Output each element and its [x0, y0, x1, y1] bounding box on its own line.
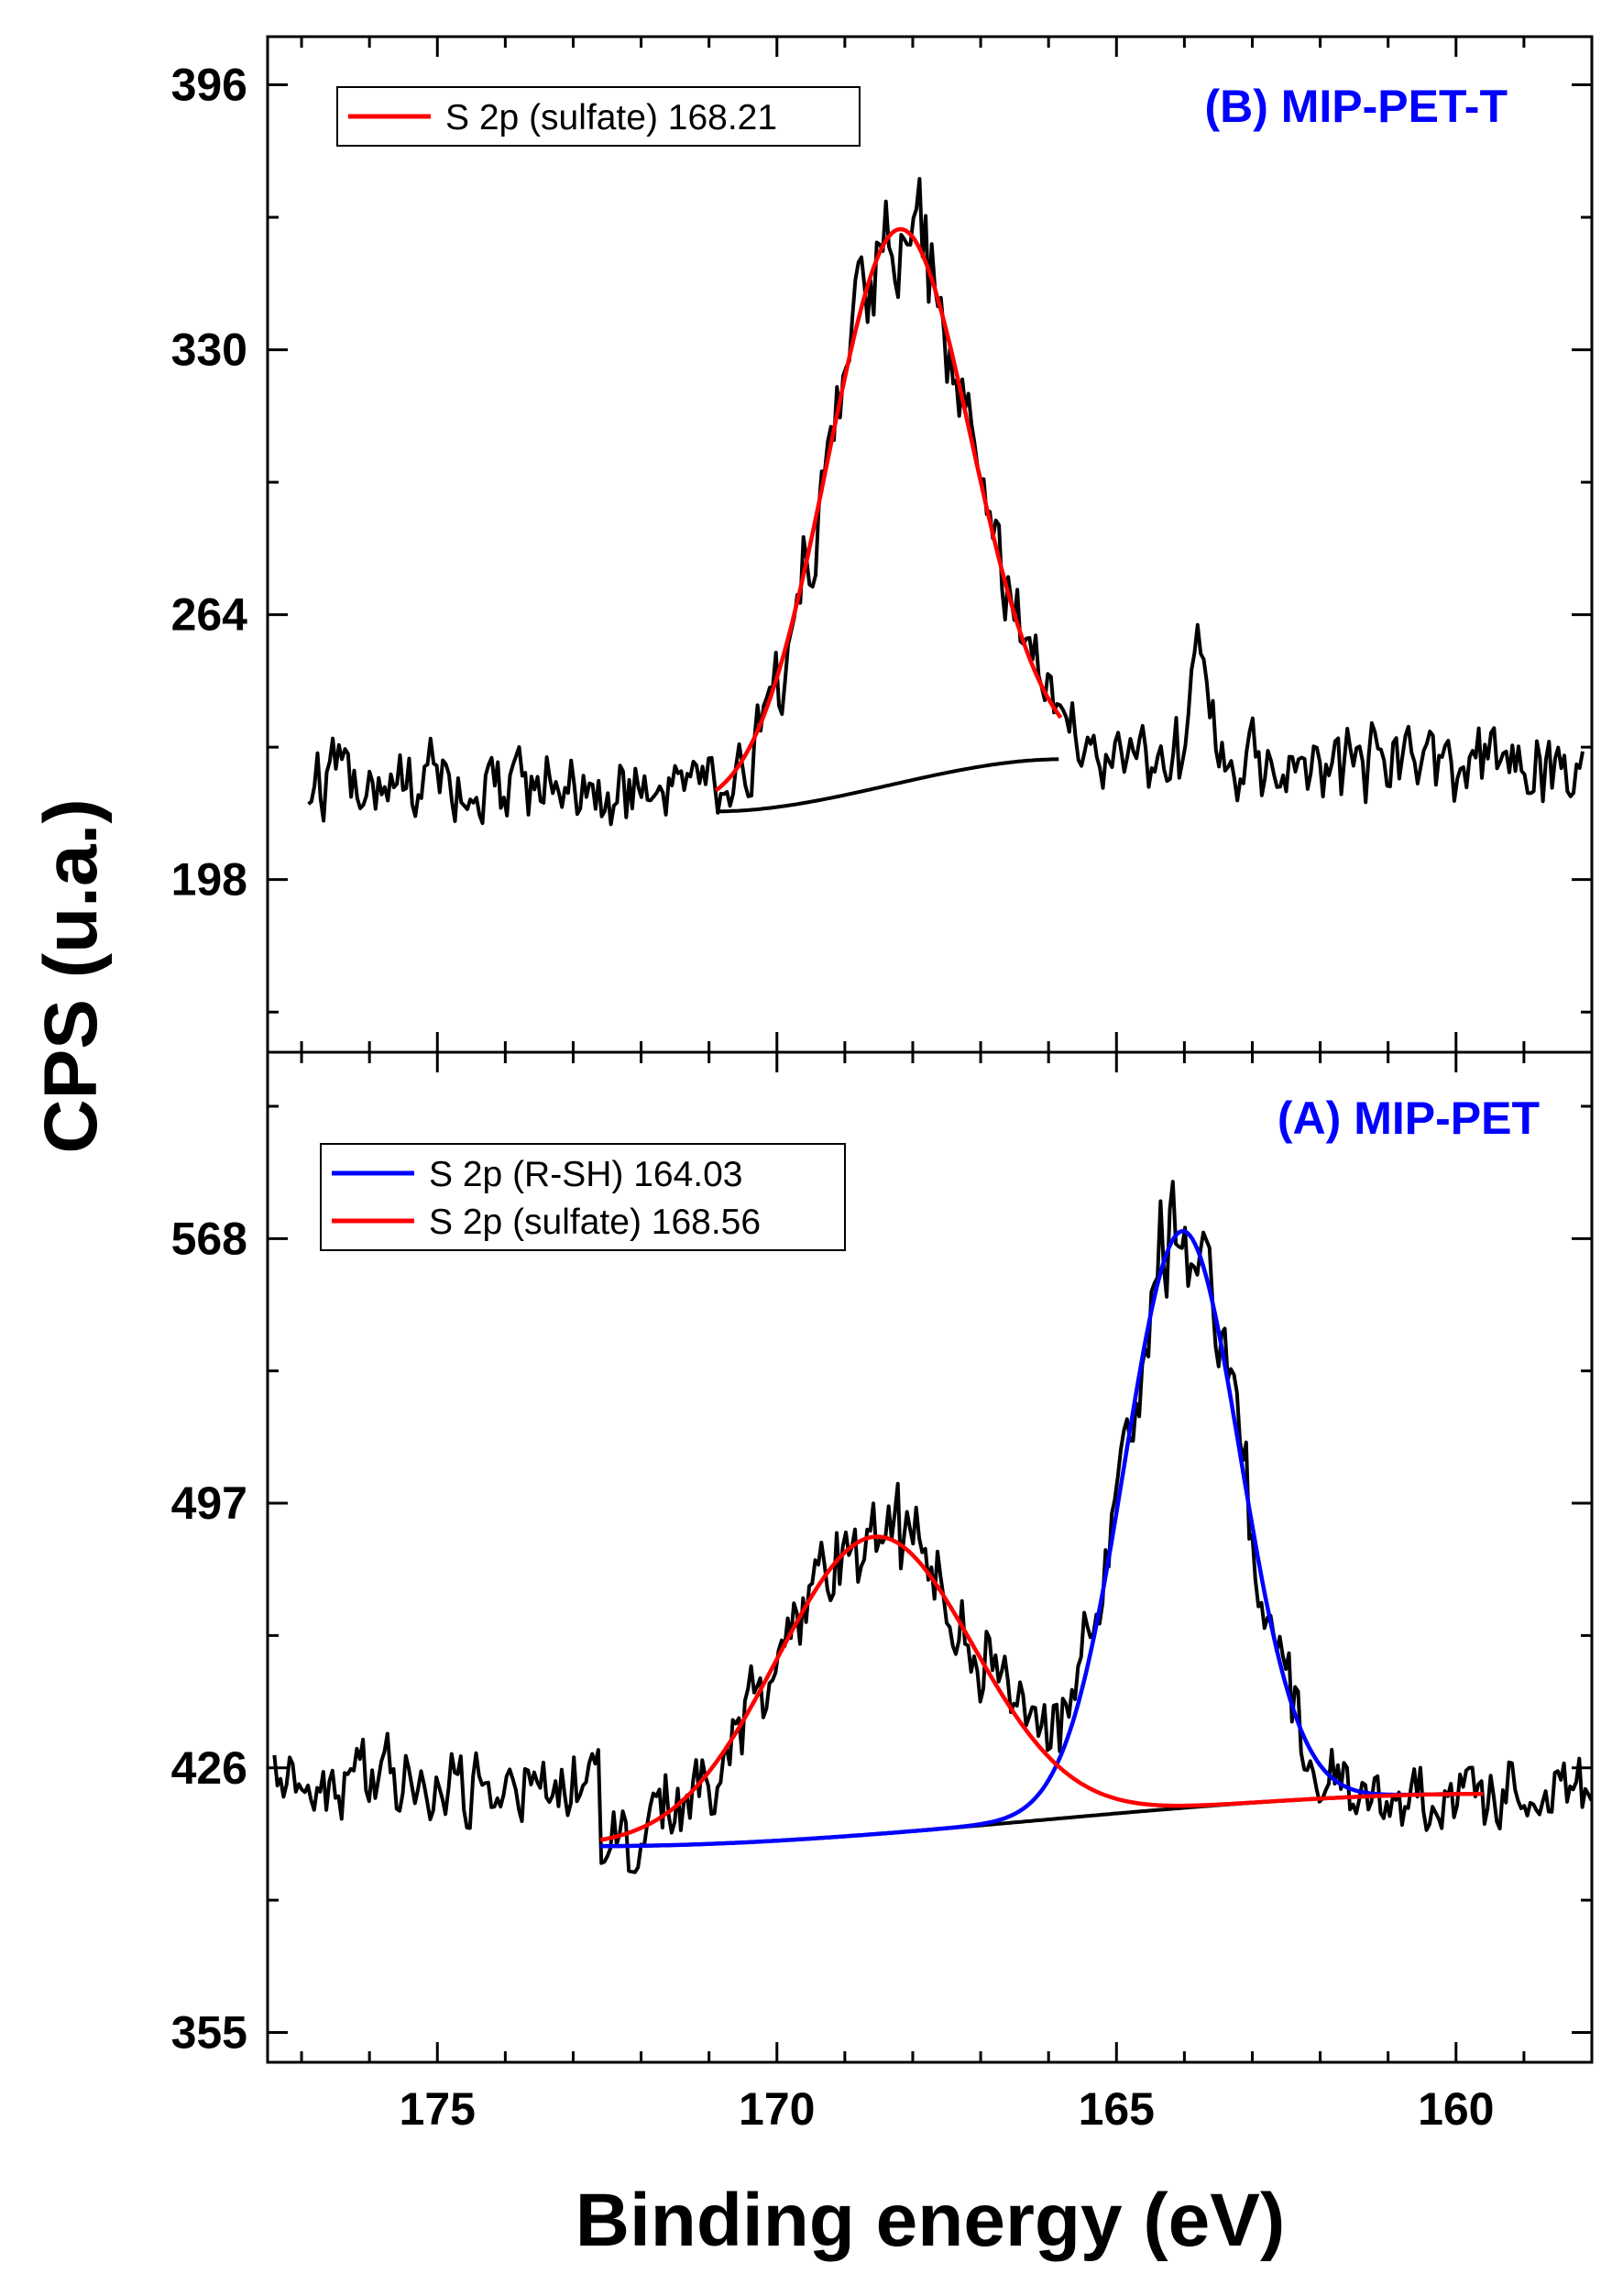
x-tick-label-0: 175 — [400, 2083, 476, 2135]
x-tick-label-1: 170 — [739, 2083, 815, 2135]
panel-title-B: (B) MIP-PET-T — [1204, 81, 1508, 132]
fit-curve-A-1 — [599, 1534, 1484, 1842]
plot-area-A — [272, 1180, 1592, 1874]
experimental-curve-B — [307, 177, 1585, 827]
x-tick-label-2: 165 — [1079, 2083, 1155, 2135]
legend-label-A-1: S 2p (sulfate) 168.56 — [429, 1203, 761, 1242]
fit-curve-A-0 — [600, 1229, 1484, 1849]
panel-B: 198 264 330 396 (B) MIP-PET-T S 2p (sulfate) … — [171, 35, 1594, 1054]
legend-label-B-0: S 2p (sulfate) 168.21 — [445, 98, 777, 137]
experimental-curve-A — [272, 1180, 1592, 1874]
x-tick-label-3: 160 — [1418, 2083, 1494, 2135]
y-tick-label-A-0: 355 — [171, 2006, 247, 2058]
y-tick-label-B-2: 330 — [171, 324, 247, 376]
y-tick-label-B-1: 264 — [171, 589, 248, 641]
legend-label-A-0: S 2p (R-SH) 164.03 — [429, 1155, 743, 1194]
fit-curve-B-0 — [714, 226, 1063, 793]
panel-A: 355 426 497 568 (A) MIP-PET S 2p (R-SH) 164.0… — [171, 1050, 1594, 2064]
y-tick-label-A-1: 426 — [171, 1742, 247, 1794]
background-line-B — [716, 757, 1059, 814]
y-tick-label-A-3: 568 — [171, 1213, 247, 1264]
y-tick-label-A-2: 497 — [171, 1478, 247, 1529]
y-axis-label: CPS (u.a.) — [29, 798, 113, 1153]
plot-frame-A — [266, 1050, 1594, 2064]
plot-frame-B — [266, 35, 1594, 1054]
plot-area-B — [307, 177, 1585, 827]
legend-box-A — [320, 1143, 846, 1251]
panels-container: 198 264 330 396 (B) MIP-PET-T S 2p (sulfate) … — [171, 35, 1594, 2135]
y-tick-label-B-0: 198 — [171, 854, 247, 906]
panel-title-A: (A) MIP-PET — [1278, 1093, 1540, 1144]
y-tick-label-B-3: 396 — [171, 60, 247, 111]
x-axis-label: Binding energy (eV) — [576, 2179, 1286, 2262]
